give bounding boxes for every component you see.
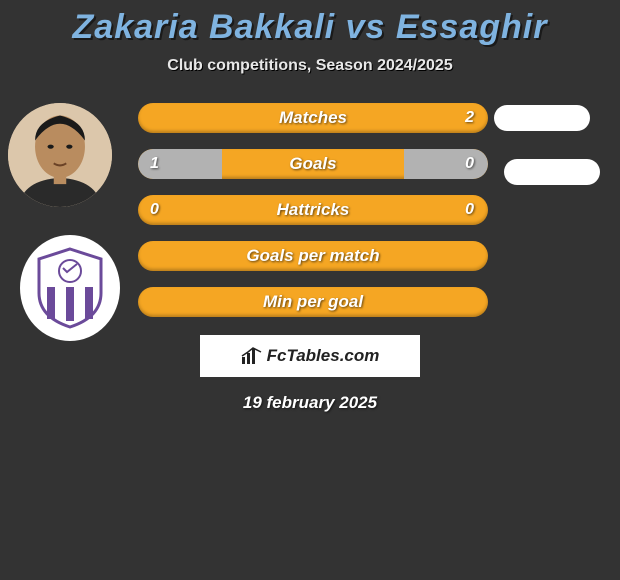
stat-value-right: 0 xyxy=(465,195,474,225)
fctables-logo: FcTables.com xyxy=(200,335,420,377)
content-area: Matches 2 1 Goals 0 0 Hattricks 0 xyxy=(0,103,620,413)
date-label: 19 february 2025 xyxy=(0,393,620,413)
player2-club-crest xyxy=(20,235,120,341)
stat-label: Matches xyxy=(138,103,488,133)
stat-row-min-per-goal: Min per goal xyxy=(138,287,488,317)
logo-text: FcTables.com xyxy=(267,346,380,366)
stat-rows: Matches 2 1 Goals 0 0 Hattricks 0 xyxy=(138,103,488,317)
page-subtitle: Club competitions, Season 2024/2025 xyxy=(0,57,620,75)
side-pill-1 xyxy=(494,105,590,131)
stat-row-matches: Matches 2 xyxy=(138,103,488,133)
player1-avatar xyxy=(8,103,112,207)
comparison-card: Zakaria Bakkali vs Essaghir Club competi… xyxy=(0,0,620,413)
stat-value-right: 2 xyxy=(465,103,474,133)
stat-label: Goals per match xyxy=(138,241,488,271)
stat-row-goals: 1 Goals 0 xyxy=(138,149,488,179)
stat-value-right: 0 xyxy=(465,149,474,179)
stat-row-goals-per-match: Goals per match xyxy=(138,241,488,271)
stat-row-hattricks: 0 Hattricks 0 xyxy=(138,195,488,225)
stat-label: Hattricks xyxy=(138,195,488,225)
chart-icon xyxy=(241,347,263,365)
stat-label: Min per goal xyxy=(138,287,488,317)
stat-label: Goals xyxy=(138,149,488,179)
side-pill-2 xyxy=(504,159,600,185)
page-title: Zakaria Bakkali vs Essaghir xyxy=(0,8,620,47)
